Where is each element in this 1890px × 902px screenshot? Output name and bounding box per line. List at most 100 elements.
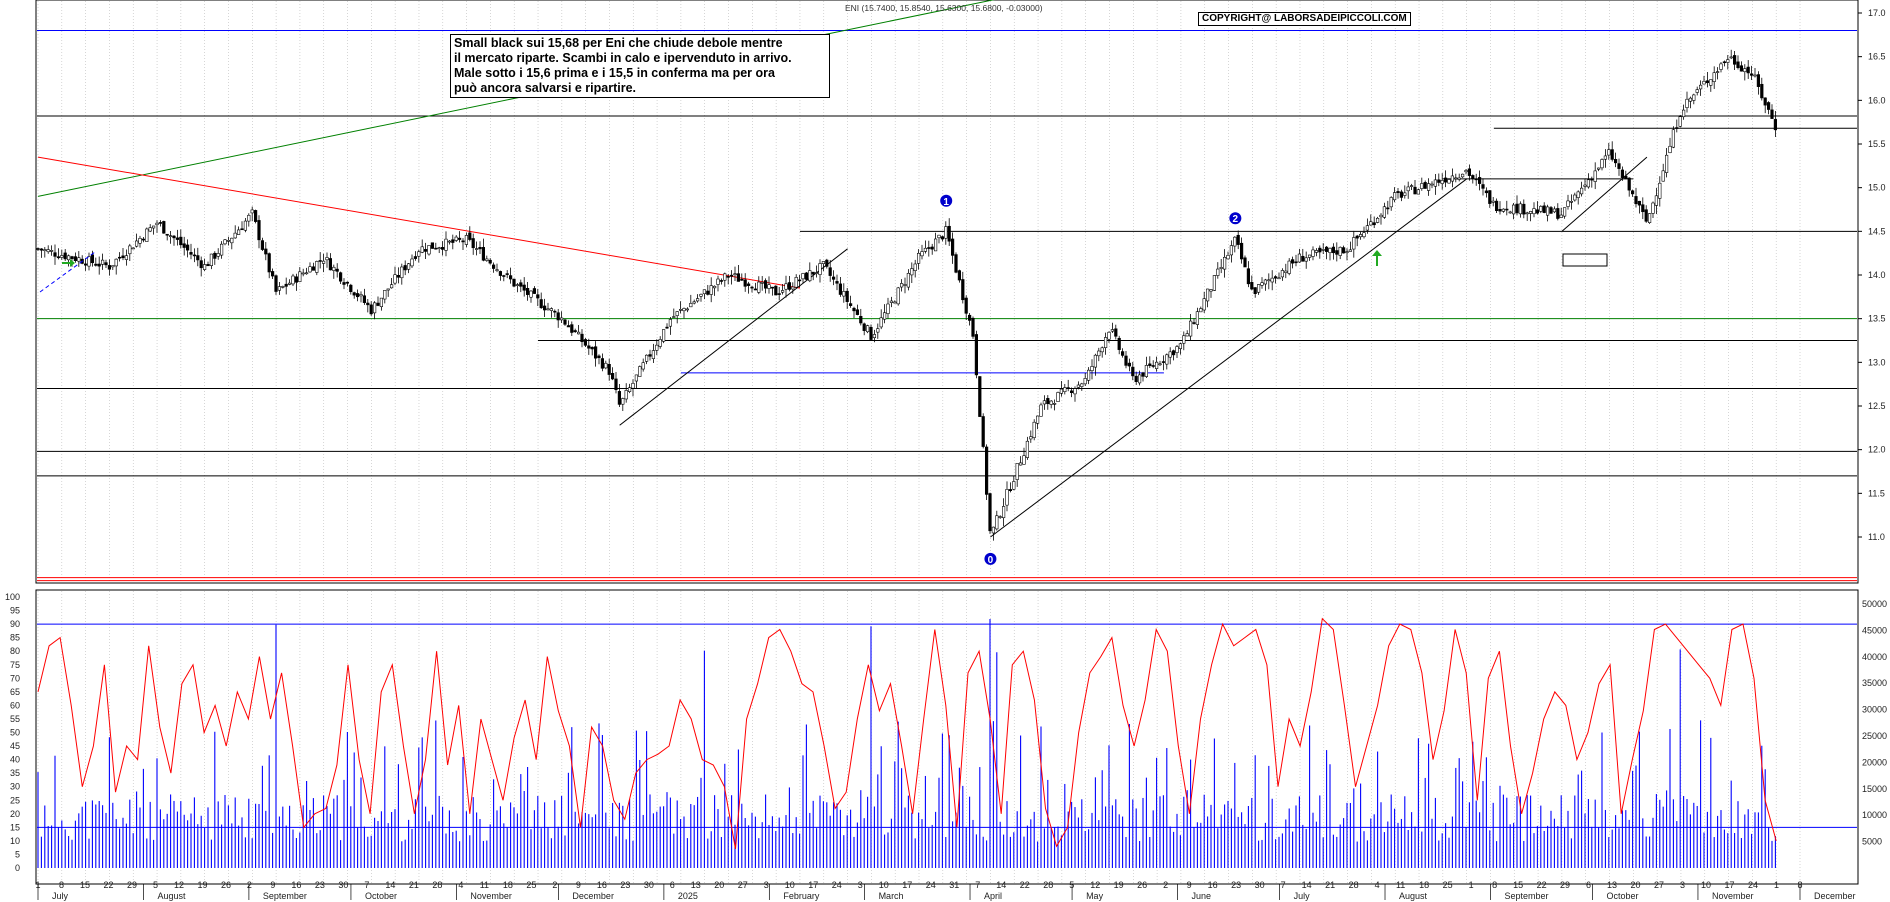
x-day-label: 5: [1069, 880, 1074, 890]
candle-body: [124, 255, 128, 260]
candle-body: [801, 273, 805, 280]
candle-body: [406, 263, 411, 270]
candle-body: [1018, 462, 1023, 466]
x-month-label: April: [984, 891, 1002, 901]
axis-ticks: 17.0 16.5 16.0 15.5 15.0 14.5 14.0 13.5 13.0 12.5…: [5, 8, 1887, 901]
x-month-label: July: [52, 891, 69, 901]
candle-body: [1654, 195, 1658, 206]
oscillator-tick-label: 70: [10, 673, 20, 683]
x-day-label: 16: [597, 880, 607, 890]
candle-body: [583, 339, 587, 346]
highlight-box: [1562, 253, 1608, 267]
candle-body: [1627, 177, 1631, 191]
candle-body: [505, 273, 509, 275]
candle-body: [525, 288, 530, 295]
candle-body: [1127, 362, 1131, 367]
candle-body: [1631, 190, 1635, 195]
oscillator-tick-label: 60: [10, 700, 20, 710]
x-day-label: 10: [879, 880, 889, 890]
candle-body: [1665, 154, 1669, 173]
candle-body: [43, 249, 47, 251]
candle-body: [427, 245, 431, 255]
candle-body: [474, 248, 479, 250]
oscillator-tick-label: 45: [10, 741, 20, 751]
x-month-label: February: [783, 891, 820, 901]
candle-body: [1396, 191, 1400, 193]
wave-marker-circle: [984, 552, 997, 565]
candle-body: [1117, 337, 1121, 350]
candle-body: [573, 330, 577, 333]
candle-body: [1661, 170, 1665, 182]
ticker-readout: ENI (15.7400, 15.8540, 15.6300, 15.6800,…: [845, 3, 1043, 13]
x-month-label: September: [1504, 891, 1548, 901]
x-day-label: 13: [691, 880, 701, 890]
candle-body: [927, 247, 931, 249]
candle-body: [1410, 185, 1414, 187]
candle-body: [332, 266, 336, 271]
candle-body: [383, 290, 387, 300]
price-tick-label: 16.5: [1868, 52, 1886, 62]
x-day-label: 24: [926, 880, 936, 890]
candle-body: [1542, 205, 1546, 213]
candle-body: [682, 308, 686, 312]
candle-body: [203, 264, 207, 270]
candle-body: [600, 358, 604, 369]
candle-body: [488, 259, 492, 264]
candle-body: [1651, 202, 1655, 214]
annotation-line: Small black sui 15,68 per Eni che chiude…: [454, 36, 783, 50]
candle-body: [1202, 298, 1206, 311]
x-day-label: 8: [59, 880, 64, 890]
price-tick-label: 15.5: [1868, 139, 1886, 149]
candle-body: [1658, 182, 1662, 199]
x-day-label: 2: [1163, 880, 1168, 890]
candle-body: [471, 238, 475, 249]
candle-body: [1756, 74, 1760, 87]
candle-body: [1566, 200, 1570, 207]
candle-body: [675, 311, 679, 316]
candle-body: [1209, 289, 1213, 292]
candle-body: [1648, 213, 1652, 223]
candle-body: [39, 248, 43, 251]
wave-markers: 1 2 0: [940, 194, 1242, 566]
candle-body: [230, 237, 234, 244]
candle-body: [1148, 363, 1152, 366]
candle-body: [1012, 481, 1016, 490]
candle-body: [220, 243, 224, 256]
candle-body: [63, 252, 67, 260]
candle-body: [36, 248, 40, 250]
candle-body: [1076, 384, 1080, 388]
candle-body: [593, 346, 598, 359]
volume-tick-label: 40000: [1862, 652, 1887, 662]
price-tick-label: 13.5: [1868, 314, 1886, 324]
candle-body: [1348, 249, 1352, 252]
candle-body: [1753, 74, 1757, 77]
candle-body: [386, 288, 390, 291]
candle-body: [1236, 234, 1240, 245]
x-day-label: 22: [1537, 880, 1547, 890]
x-day-label: 10: [785, 880, 795, 890]
candle-body: [158, 222, 163, 224]
candle-body: [740, 278, 744, 281]
x-day-label: 25: [1443, 880, 1453, 890]
candle-body: [1420, 183, 1424, 189]
candle-body: [1304, 257, 1308, 262]
x-month-label: June: [1192, 891, 1212, 901]
candle-body: [495, 269, 499, 271]
candle-body: [1070, 390, 1074, 393]
candle-body: [1372, 222, 1376, 226]
x-day-label: 17: [808, 880, 818, 890]
candle-body: [964, 297, 968, 314]
candle-body: [519, 282, 523, 287]
candle-body: [1474, 178, 1478, 181]
candle-body: [950, 238, 955, 256]
candle-body: [692, 301, 696, 304]
candle-body: [403, 265, 407, 271]
x-day-label: 2: [552, 880, 557, 890]
candle-body: [702, 289, 706, 295]
green-arrow-right: [62, 259, 75, 267]
candle-body: [1773, 119, 1777, 131]
candle-body: [1699, 84, 1703, 90]
price-tick-label: 14.5: [1868, 226, 1886, 236]
candle-body: [182, 243, 186, 248]
x-day-label: 24: [1748, 880, 1758, 890]
